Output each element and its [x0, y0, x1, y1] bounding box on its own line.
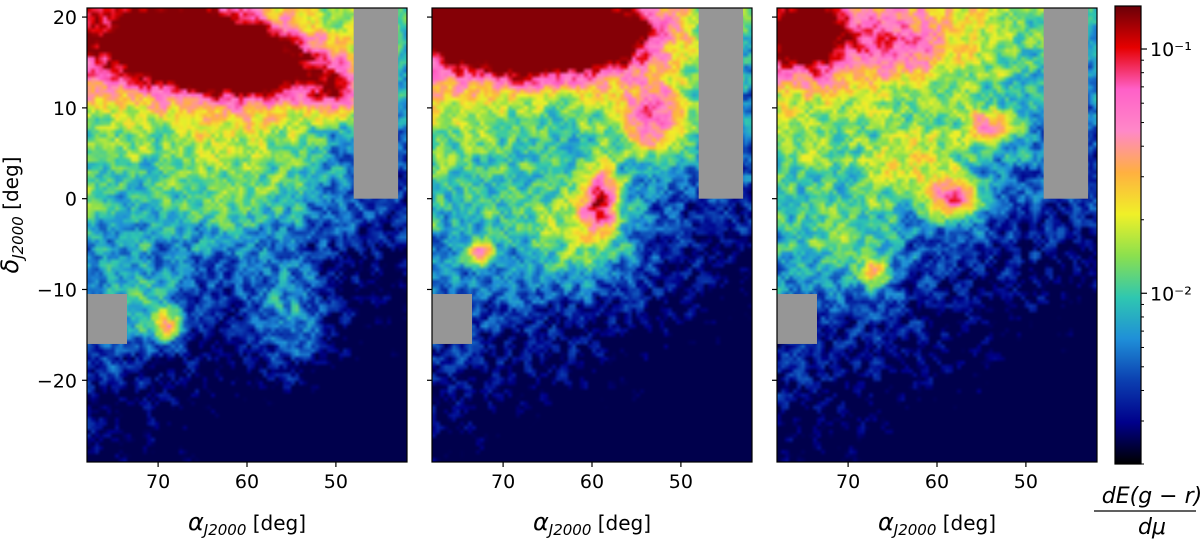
x-axis-label: αJ2000 [deg]	[188, 508, 306, 539]
x-tick-label: 70	[836, 471, 860, 493]
x-tick-label: 70	[146, 471, 170, 493]
colorbar-label-denominator: dμ	[1138, 515, 1166, 540]
y-tick-label: −20	[37, 370, 77, 392]
x-tick-label: 50	[324, 471, 348, 493]
masked-region	[777, 294, 817, 344]
map-panel-1: 70 60 50 20 10 0 −10 −20 αJ2000 [deg]	[37, 7, 408, 539]
masked-region	[432, 294, 472, 344]
x-tick-label: 50	[669, 471, 693, 493]
y-tick-label: −10	[37, 279, 77, 301]
x-axis-label: αJ2000 [deg]	[533, 508, 651, 539]
x-axis-label: αJ2000 [deg]	[878, 508, 996, 539]
y-axis-label: δJ2000 [deg]	[0, 157, 27, 274]
x-tick-label: 50	[1014, 471, 1038, 493]
masked-region	[1043, 8, 1089, 199]
map-panel-2: 70 60 50 αJ2000 [deg]	[427, 7, 753, 539]
x-tick-label: 60	[580, 471, 604, 493]
colorbar: 10⁻¹ 10⁻² dE(g − r) dμ	[1094, 5, 1200, 540]
colorbar-tick-label: 10⁻¹	[1150, 39, 1192, 61]
x-tick-label: 60	[235, 471, 259, 493]
map-panels: 70 60 50 20 10 0 −10 −20 αJ2000 [deg] 70 60 50 αJ200…	[0, 7, 1098, 539]
y-tick-label: 0	[65, 189, 77, 211]
y-tick-label: 10	[53, 98, 77, 120]
x-tick-label: 60	[925, 471, 949, 493]
y-tick-label: 20	[53, 7, 77, 29]
colorbar-label-numerator: dE(g − r)	[1102, 484, 1200, 509]
map-panel-3: 70 60 50 αJ2000 [deg]	[772, 7, 1098, 539]
colorbar-tick-label: 10⁻²	[1150, 283, 1192, 305]
masked-region	[698, 8, 744, 199]
x-tick-label: 70	[491, 471, 515, 493]
masked-region	[87, 294, 127, 344]
masked-region	[353, 8, 399, 199]
colorbar-gradient	[1114, 5, 1142, 465]
